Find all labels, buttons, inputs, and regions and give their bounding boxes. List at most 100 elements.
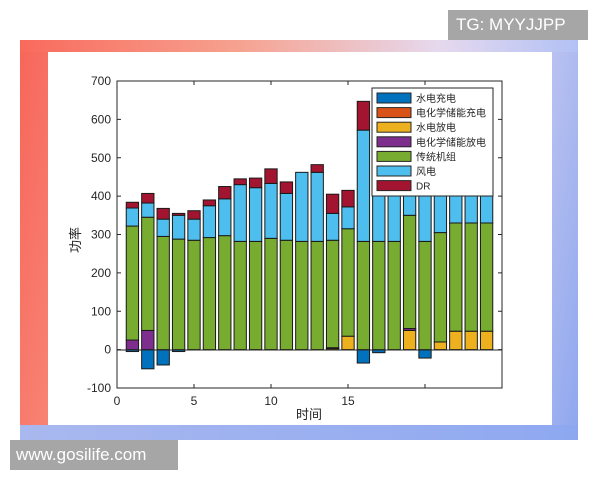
bar-segment [433, 341, 448, 351]
bar-segment [141, 329, 155, 351]
bar-segment [141, 192, 155, 204]
bar-segment [279, 181, 294, 194]
y-tick-label: 400 [91, 189, 111, 203]
legend-swatch [376, 136, 412, 148]
bar-segment [402, 329, 417, 351]
bar-segment [479, 222, 494, 332]
bar-segment [264, 182, 278, 239]
bar-segment [356, 129, 371, 242]
bar-segment [125, 339, 140, 351]
y-tick-label: 600 [91, 112, 111, 126]
legend-label: 传统机组 [416, 150, 456, 163]
bar-segment [125, 225, 140, 341]
bar-segment [387, 240, 401, 351]
bar-segment [171, 214, 186, 240]
bar-segment [248, 187, 263, 242]
bar-segment [156, 207, 170, 220]
bar-segment [141, 202, 155, 218]
y-axis-ticks: -100 0 100 200 300 400 500 600 700 [87, 74, 502, 395]
bar-segment [248, 240, 263, 351]
bar-segment [325, 193, 340, 214]
bar-segment [125, 207, 140, 227]
bar-segment [341, 189, 355, 208]
y-axis-label: 功率 [68, 227, 83, 253]
bar-segment [418, 349, 432, 359]
bar-segment [202, 205, 217, 239]
y-tick-label: 100 [91, 304, 111, 318]
y-tick-label: 500 [91, 151, 111, 165]
bar-segment [310, 164, 324, 173]
bar-segment [156, 349, 170, 366]
bar-segment [341, 228, 355, 337]
bar-segment [171, 238, 186, 351]
bar-segment [187, 210, 201, 220]
bar-segment [356, 240, 371, 351]
bar-segment [187, 239, 201, 351]
y-tick-label: 300 [91, 228, 111, 242]
bar-segment [341, 335, 355, 351]
legend-swatch [376, 107, 412, 119]
bar-segment [187, 218, 201, 241]
x-axis-label: 时间 [296, 407, 322, 422]
legend-label: DR [416, 182, 430, 193]
bar-segment [279, 192, 294, 241]
y-tick-label: -100 [87, 381, 111, 395]
bar-segment [356, 100, 371, 131]
bar-segment [449, 330, 463, 351]
legend-label: 水电放电 [416, 121, 456, 134]
legend-swatch [376, 165, 412, 177]
bar-segment [218, 186, 232, 200]
x-tick-label: 0 [114, 394, 121, 408]
bar-segment [141, 216, 155, 331]
bar-segment [202, 237, 217, 351]
bar-segment [279, 239, 294, 351]
x-axis-ticks: 0 5 10 15 [114, 81, 503, 408]
bar-segment [233, 240, 247, 351]
bar-segment [141, 349, 155, 370]
bar-segment [325, 239, 340, 349]
bar-segment [156, 235, 170, 351]
bar-segment [418, 240, 432, 351]
bar-segment [295, 171, 309, 242]
bar-segment [218, 198, 232, 237]
legend-label: 电化学储能放电 [416, 136, 486, 149]
bar-segment [233, 184, 247, 242]
bar-segment [356, 349, 371, 364]
bar-segment [464, 222, 478, 332]
bar-segment [125, 201, 140, 209]
legend-swatch [376, 92, 412, 104]
y-tick-label: 700 [91, 74, 111, 88]
decorative-frame-bottom [20, 425, 578, 440]
legend-swatch [376, 180, 412, 192]
bar-segment [464, 330, 478, 351]
bar-segment [248, 177, 263, 189]
legend-label: 电化学储能充电 [416, 107, 486, 120]
bar-segment [402, 214, 417, 330]
bar-segment [310, 171, 324, 242]
bar-segment [325, 212, 340, 241]
bars-group [125, 100, 494, 370]
bar-segment [202, 199, 217, 207]
x-tick-label: 15 [341, 394, 355, 408]
bar-segment [233, 178, 247, 186]
bar-segment [449, 222, 463, 332]
bar-segment [341, 206, 355, 230]
bar-segment [295, 240, 309, 351]
watermark-top: TG: MYYJJPP [448, 10, 588, 40]
bar-segment [433, 232, 448, 343]
bar-segment [479, 330, 494, 351]
y-tick-label: 0 [104, 343, 111, 357]
bar-segment [372, 240, 386, 351]
legend-label: 水电充电 [416, 92, 456, 105]
y-tick-label: 200 [91, 266, 111, 280]
x-tick-label: 10 [264, 394, 278, 408]
bar-segment [310, 240, 324, 351]
bar-segment [156, 218, 170, 237]
watermark-bottom: www.gosilife.com [10, 440, 178, 470]
bar-segment [264, 237, 278, 351]
bar-segment [218, 235, 232, 351]
bar-segment [264, 168, 278, 184]
x-tick-label: 5 [191, 394, 198, 408]
